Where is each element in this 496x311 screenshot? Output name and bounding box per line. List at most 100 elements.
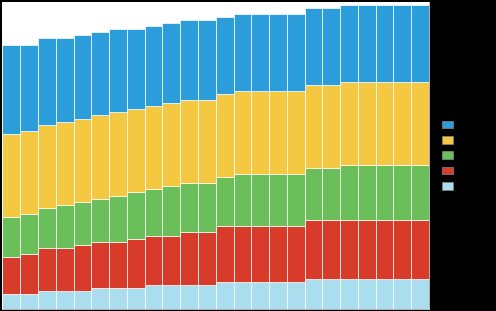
Bar — [234, 14, 251, 91]
Bar — [73, 118, 91, 202]
Bar — [216, 177, 234, 226]
Bar — [251, 226, 269, 282]
Bar — [145, 189, 163, 235]
Bar — [198, 100, 216, 183]
Bar — [38, 125, 56, 208]
Bar — [376, 220, 393, 279]
Bar — [145, 106, 163, 189]
Bar — [305, 220, 322, 279]
Bar — [2, 134, 20, 217]
Bar — [180, 285, 198, 309]
Bar — [20, 131, 38, 214]
Bar — [145, 26, 163, 106]
Bar — [234, 226, 251, 282]
Bar — [109, 242, 127, 288]
Bar — [358, 165, 376, 220]
Bar — [91, 242, 109, 288]
Bar — [180, 232, 198, 285]
Bar — [2, 45, 20, 134]
Bar — [2, 257, 20, 294]
Bar — [376, 5, 393, 81]
Bar — [73, 202, 91, 245]
Bar — [216, 282, 234, 309]
Bar — [251, 174, 269, 226]
Bar — [322, 168, 340, 220]
Bar — [393, 220, 411, 279]
Bar — [145, 235, 163, 285]
Bar — [305, 85, 322, 168]
Bar — [109, 112, 127, 196]
Bar — [2, 217, 20, 257]
Bar — [56, 205, 73, 248]
Bar — [322, 279, 340, 309]
Bar — [198, 285, 216, 309]
Bar — [216, 17, 234, 94]
Bar — [56, 248, 73, 291]
Bar — [127, 239, 145, 288]
Bar — [163, 186, 180, 235]
Bar — [20, 254, 38, 294]
Bar — [91, 32, 109, 115]
Bar — [269, 14, 287, 91]
Bar — [322, 8, 340, 85]
Bar — [393, 5, 411, 81]
Bar — [287, 14, 305, 91]
Bar — [376, 279, 393, 309]
Bar — [393, 81, 411, 165]
Bar — [322, 85, 340, 168]
Bar — [198, 232, 216, 285]
Bar — [234, 174, 251, 226]
Bar — [287, 91, 305, 174]
Bar — [91, 115, 109, 199]
Bar — [127, 109, 145, 193]
Bar — [393, 279, 411, 309]
Bar — [180, 100, 198, 183]
Bar — [340, 220, 358, 279]
Bar — [180, 183, 198, 232]
Bar — [340, 279, 358, 309]
Bar — [305, 8, 322, 85]
Bar — [340, 5, 358, 81]
Bar — [109, 288, 127, 309]
Bar — [198, 20, 216, 100]
Bar — [20, 294, 38, 309]
Bar — [163, 235, 180, 285]
Bar — [287, 174, 305, 226]
Bar — [109, 29, 127, 112]
Bar — [2, 294, 20, 309]
Bar — [56, 122, 73, 205]
Bar — [251, 14, 269, 91]
Bar — [163, 285, 180, 309]
Bar — [393, 165, 411, 220]
Bar — [234, 282, 251, 309]
Bar — [305, 168, 322, 220]
Bar — [269, 91, 287, 174]
Bar — [269, 282, 287, 309]
Bar — [251, 282, 269, 309]
Bar — [358, 81, 376, 165]
Bar — [38, 208, 56, 248]
Bar — [180, 20, 198, 100]
Bar — [127, 29, 145, 109]
Bar — [73, 291, 91, 309]
Bar — [340, 165, 358, 220]
Bar — [251, 91, 269, 174]
Bar — [216, 94, 234, 177]
Bar — [376, 165, 393, 220]
Bar — [411, 279, 429, 309]
Bar — [322, 220, 340, 279]
Bar — [163, 103, 180, 186]
Bar — [411, 5, 429, 81]
Bar — [91, 288, 109, 309]
Bar — [305, 279, 322, 309]
Bar — [411, 81, 429, 165]
Bar — [269, 226, 287, 282]
Bar — [56, 291, 73, 309]
Bar — [163, 23, 180, 103]
Bar — [234, 91, 251, 174]
Bar — [287, 226, 305, 282]
Bar — [73, 35, 91, 118]
Bar — [20, 214, 38, 254]
Bar — [127, 288, 145, 309]
Bar — [340, 81, 358, 165]
